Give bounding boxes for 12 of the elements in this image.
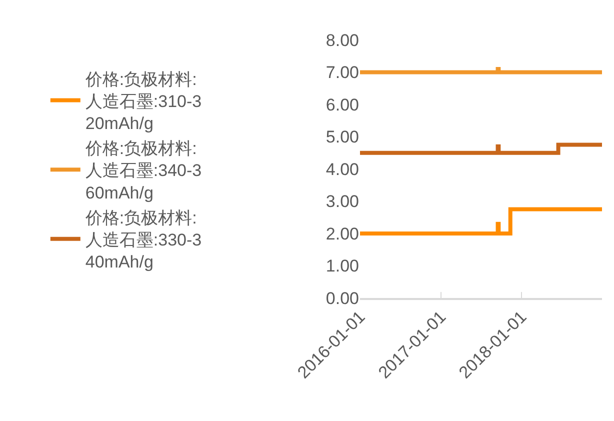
y-tick-label: 7.00 (326, 63, 359, 82)
legend-label: 价格:负极材料:人造石墨:340-360mAh/g (84, 139, 202, 202)
y-tick-label: 6.00 (326, 95, 359, 114)
y-tick-label: 0.00 (326, 288, 359, 308)
legend-label: 价格:负极材料:人造石墨:330-340mAh/g (84, 208, 202, 272)
legend-label: 价格:负极材料:人造石墨:310-320mAh/g (84, 70, 202, 134)
y-tick-label: 8.00 (326, 30, 359, 50)
y-tick-label: 2.00 (326, 224, 359, 244)
y-tick-label: 3.00 (326, 192, 359, 212)
y-tick-label: 4.00 (326, 160, 359, 179)
y-tick-label: 5.00 (326, 128, 359, 147)
y-tick-label: 1.00 (326, 256, 359, 276)
